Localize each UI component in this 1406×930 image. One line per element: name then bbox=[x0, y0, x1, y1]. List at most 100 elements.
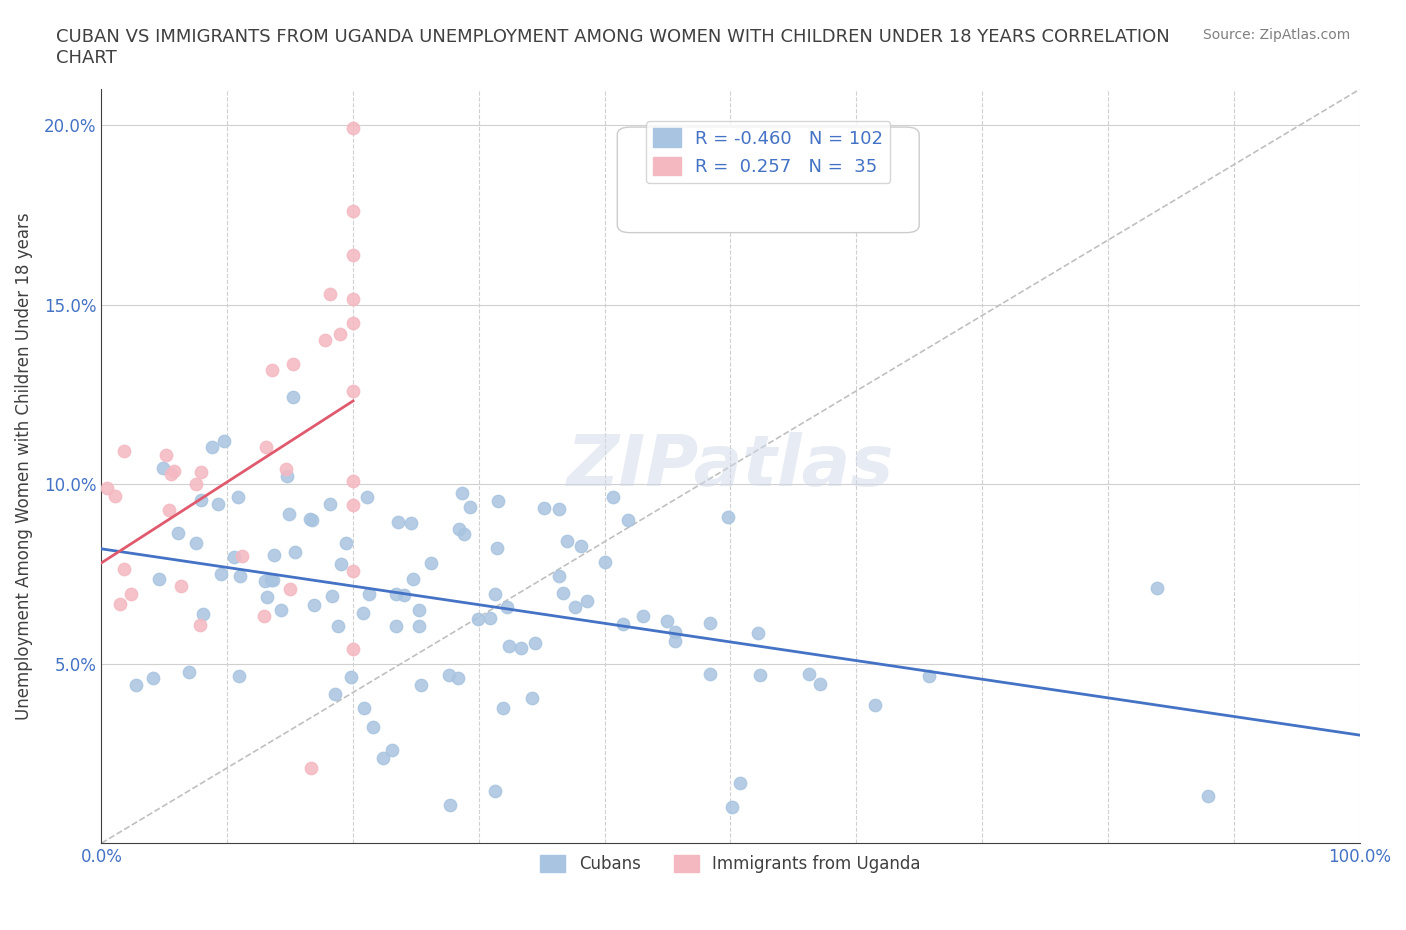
Point bbox=[274, 461, 297, 476]
Point bbox=[152, 460, 174, 475]
Point bbox=[254, 440, 277, 455]
Point bbox=[385, 587, 408, 602]
Point bbox=[699, 667, 721, 682]
Point bbox=[863, 698, 886, 712]
Y-axis label: Unemployment Among Women with Children Under 18 years: Unemployment Among Women with Children U… bbox=[15, 212, 32, 720]
Point bbox=[212, 433, 235, 448]
Point bbox=[319, 287, 342, 302]
Text: CUBAN VS IMMIGRANTS FROM UGANDA UNEMPLOYMENT AMONG WOMEN WITH CHILDREN UNDER 18 : CUBAN VS IMMIGRANTS FROM UGANDA UNEMPLOY… bbox=[56, 28, 1170, 67]
Point bbox=[321, 589, 343, 604]
Point bbox=[717, 510, 740, 525]
Point bbox=[224, 550, 246, 565]
Point bbox=[342, 315, 364, 330]
Point bbox=[1197, 789, 1219, 804]
Point bbox=[157, 503, 180, 518]
Point bbox=[281, 356, 304, 371]
Point bbox=[112, 562, 135, 577]
Point bbox=[193, 607, 215, 622]
Point bbox=[342, 564, 364, 578]
Point bbox=[276, 468, 298, 483]
Point bbox=[571, 538, 593, 553]
Point bbox=[399, 516, 422, 531]
Point bbox=[361, 719, 384, 734]
Point bbox=[548, 501, 571, 516]
Point bbox=[419, 555, 441, 570]
Point bbox=[226, 489, 249, 504]
Point bbox=[201, 439, 224, 454]
Point bbox=[747, 626, 769, 641]
Point bbox=[328, 326, 350, 341]
Point bbox=[551, 585, 574, 600]
Point bbox=[281, 390, 304, 405]
Point bbox=[484, 784, 506, 799]
Point bbox=[302, 597, 325, 612]
Point bbox=[555, 534, 578, 549]
Point bbox=[523, 636, 546, 651]
Point bbox=[492, 700, 515, 715]
Point bbox=[342, 204, 364, 219]
Point bbox=[278, 581, 301, 596]
Point bbox=[478, 610, 501, 625]
Point bbox=[260, 572, 283, 587]
Point bbox=[371, 751, 394, 765]
Point bbox=[342, 641, 364, 656]
Point bbox=[602, 490, 624, 505]
Point bbox=[319, 497, 342, 512]
Point bbox=[593, 555, 616, 570]
Point bbox=[394, 588, 416, 603]
Point bbox=[155, 447, 177, 462]
Point bbox=[301, 513, 323, 528]
Point bbox=[179, 665, 201, 680]
Point bbox=[314, 332, 336, 347]
Point bbox=[148, 571, 170, 586]
Point bbox=[299, 512, 322, 526]
Point bbox=[299, 760, 322, 775]
Point bbox=[1146, 580, 1168, 595]
Legend: Cubans, Immigrants from Uganda: Cubans, Immigrants from Uganda bbox=[534, 848, 928, 880]
Point bbox=[918, 669, 941, 684]
Point bbox=[253, 609, 276, 624]
Point bbox=[409, 678, 432, 693]
Point bbox=[548, 568, 571, 583]
Point bbox=[381, 743, 404, 758]
Point bbox=[328, 618, 350, 633]
Point bbox=[184, 476, 207, 491]
Point bbox=[125, 677, 148, 692]
Point bbox=[533, 500, 555, 515]
Point bbox=[342, 383, 364, 398]
Point bbox=[450, 485, 472, 500]
Point bbox=[357, 587, 380, 602]
Point bbox=[104, 489, 127, 504]
Point bbox=[110, 597, 132, 612]
Point bbox=[325, 687, 347, 702]
Point bbox=[96, 481, 118, 496]
Point bbox=[120, 586, 142, 601]
Point bbox=[446, 671, 468, 685]
Point bbox=[509, 641, 531, 656]
Point bbox=[160, 466, 183, 481]
Point bbox=[190, 493, 212, 508]
Point bbox=[231, 549, 253, 564]
Point bbox=[612, 616, 634, 631]
Point bbox=[728, 776, 751, 790]
Point bbox=[260, 363, 283, 378]
Point bbox=[353, 700, 375, 715]
Point bbox=[657, 614, 679, 629]
Point bbox=[270, 603, 292, 618]
Point bbox=[384, 618, 406, 633]
Point bbox=[167, 525, 190, 540]
Point bbox=[520, 690, 543, 705]
Point bbox=[402, 571, 425, 586]
Point bbox=[664, 625, 686, 640]
Point bbox=[808, 676, 831, 691]
Point bbox=[256, 590, 278, 604]
Point bbox=[485, 540, 508, 555]
Point bbox=[447, 522, 470, 537]
Point bbox=[576, 593, 599, 608]
Point bbox=[342, 292, 364, 307]
Point bbox=[408, 618, 430, 633]
Point bbox=[254, 574, 277, 589]
Point bbox=[114, 444, 136, 458]
Point bbox=[616, 512, 638, 527]
Point bbox=[356, 490, 378, 505]
